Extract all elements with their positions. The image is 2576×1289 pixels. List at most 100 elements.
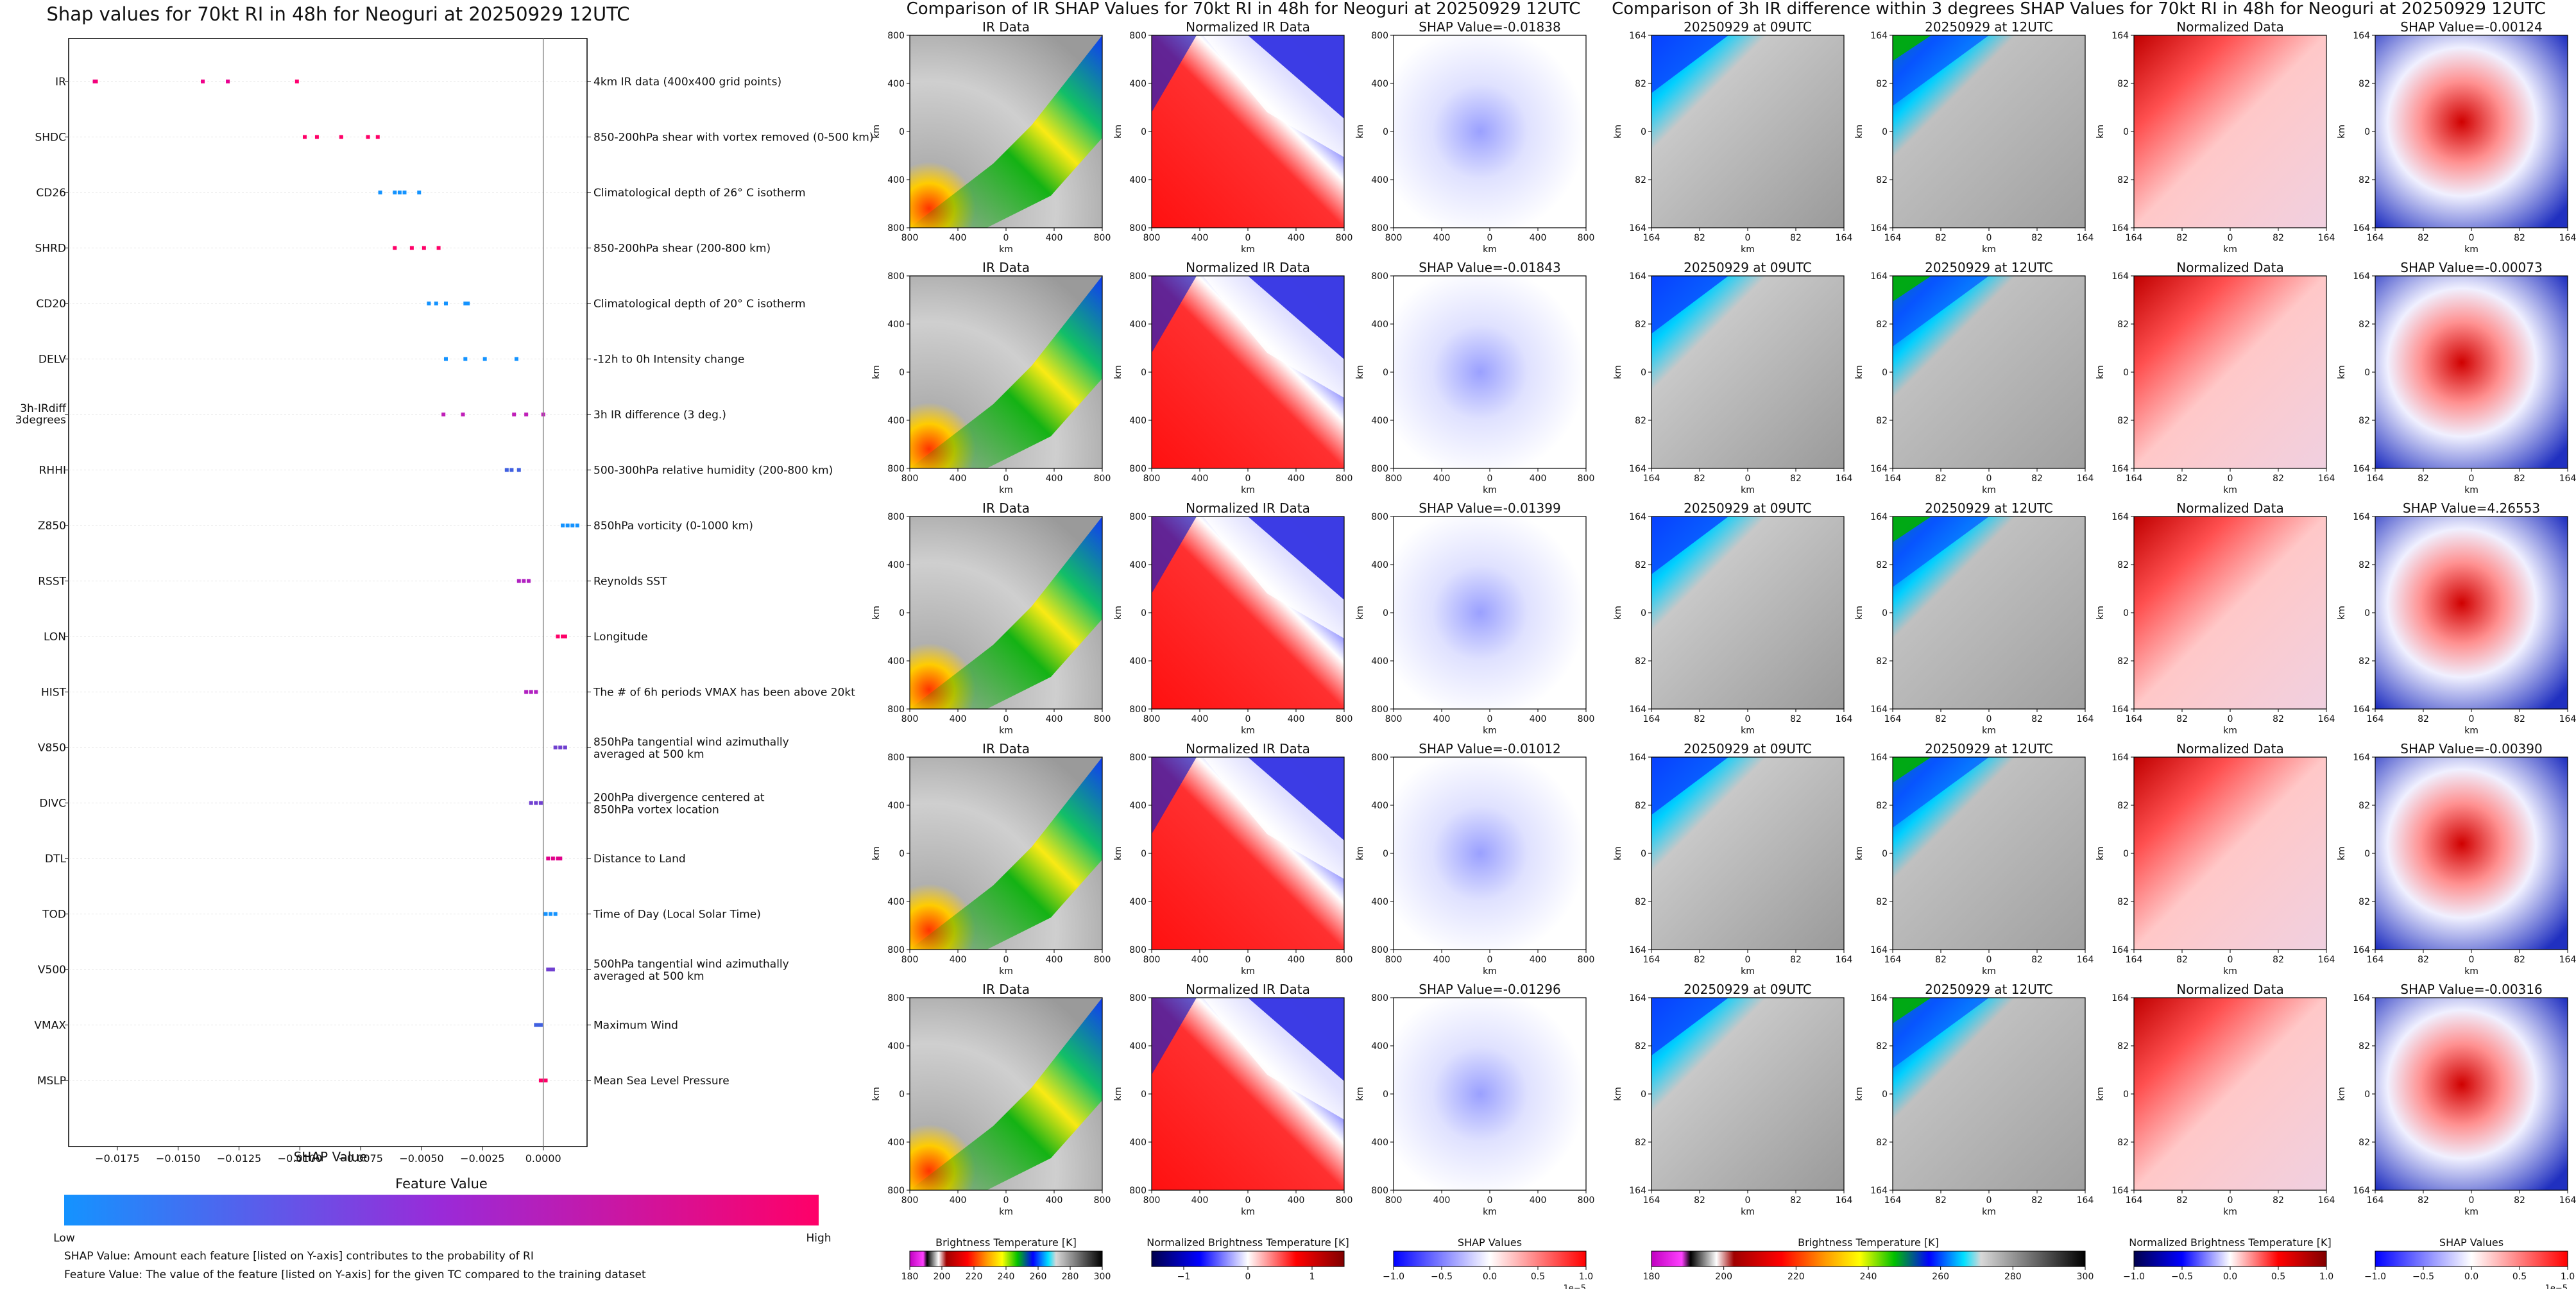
panel-x-tick-label: 164 [1836, 955, 1853, 965]
x-tick-label: −0.0150 [156, 1152, 200, 1165]
panel-x-tick-label: 400 [1046, 955, 1063, 965]
panel-y-tick-label: 800 [887, 271, 905, 282]
beeswarm-plot-area [68, 38, 588, 1147]
panel-y-tick-label: 0 [2123, 1089, 2129, 1100]
panel-x-tick-label: 82 [2418, 474, 2429, 484]
panel-x-tick-label: 800 [1578, 955, 1595, 965]
colorbar-tick-label: −0.5 [1431, 1272, 1453, 1282]
panel-y-tick-label: 400 [1371, 416, 1388, 426]
panel-title: Normalized IR Data [1186, 260, 1310, 275]
image-panel: Normalized IR Data8008004004000040040080… [1113, 19, 1352, 255]
panel-title: Normalized IR Data [1186, 19, 1310, 35]
feature-label: DTL [45, 853, 66, 866]
beeswarm-rows: IR 4km IR data (400x400 grid points) SHDC 8… [15, 76, 874, 1088]
panel-image [1394, 998, 1586, 1190]
colorbar-gradient [1651, 1251, 2086, 1267]
feature-description: 200hPa divergence centered at 850hPa vort… [593, 792, 765, 817]
feature-value-footnote: Feature Value: The value of the feature … [64, 1268, 646, 1281]
image-panel: Normalized IR Data8008004004000040040080… [1113, 982, 1352, 1217]
panel-y-tick-label: 164 [2111, 223, 2129, 234]
shap-point [339, 135, 343, 139]
panel-x-tick-label: 82 [2031, 1195, 2043, 1206]
cloud-band [910, 35, 1102, 228]
panel-y-axis-label: km [2337, 606, 2347, 620]
panel-y-tick-label: 400 [1371, 897, 1388, 907]
shap-point [409, 246, 414, 250]
colorbar-tick-label: 1.0 [2561, 1272, 2575, 1282]
image-panel: 20250929 at 12UTC1641648282008282164164k… [1854, 500, 2094, 736]
panel-y-tick-label: 0 [1641, 849, 1646, 859]
panel-y-axis-label: km [1113, 365, 1123, 379]
panel-y-tick-label: 400 [1129, 79, 1147, 89]
panel-x-axis-label: km [2464, 244, 2478, 255]
colorbar-gradient [2375, 1251, 2568, 1267]
panel-y-tick-label: 164 [1629, 1186, 1646, 1196]
colorbar-tick-label: −1 [1177, 1272, 1191, 1282]
colorbar-tick-label: 1.0 [1579, 1272, 1593, 1282]
panel-x-axis-label: km [1483, 1207, 1497, 1217]
shap-point [556, 857, 560, 860]
colorbar: Normalized Brightness Temperature [K] −1 0… [1147, 1236, 1349, 1282]
panel-title: Normalized Data [2176, 500, 2284, 516]
panel-image [2134, 516, 2326, 709]
panel-x-tick-label: 800 [1094, 474, 1111, 484]
panel-y-axis-label: km [871, 1087, 882, 1101]
x-tick-label: −0.0125 [217, 1152, 261, 1165]
panel-x-tick-label: 164 [2559, 955, 2576, 965]
panel-x-axis-label: km [2223, 244, 2237, 255]
panel-x-tick-label: 82 [1790, 474, 1802, 484]
panel-title: Normalized Data [2176, 260, 2284, 275]
panel-y-tick-label: 0 [1882, 1089, 1888, 1100]
panel-y-tick-label: 800 [887, 753, 905, 763]
shap-point [522, 579, 526, 583]
panel-y-tick-label: 800 [1371, 512, 1388, 522]
panel-y-axis-label: km [2095, 846, 2106, 860]
panel-x-tick-label: 800 [1094, 233, 1111, 243]
shap-point [534, 1023, 538, 1027]
panel-x-tick-label: 82 [1790, 714, 1802, 724]
panel-x-tick-label: 82 [1790, 955, 1802, 965]
shap-point [516, 579, 521, 583]
panel-x-axis-label: km [2464, 485, 2478, 495]
panel-image [2134, 276, 2326, 468]
panel-x-tick-label: 164 [2126, 955, 2143, 965]
panel-y-tick-label: 800 [887, 993, 905, 1003]
panel-x-axis-label: km [1982, 966, 1996, 977]
feature-description: 850-200hPa shear (200-800 km) [593, 243, 771, 255]
panel-y-axis-label: km [1113, 1087, 1123, 1101]
image-panel: 20250929 at 09UTC1641648282008282164164k… [1613, 741, 1852, 977]
panel-x-tick-label: 82 [1790, 233, 1802, 243]
panel-x-tick-label: 82 [2031, 233, 2043, 243]
panel-y-tick-label: 82 [2117, 1041, 2129, 1052]
panel-y-tick-label: 164 [2111, 993, 2129, 1003]
feature-description: Maximum Wind [593, 1020, 678, 1032]
panel-y-tick-label: 164 [1870, 223, 1888, 234]
panel-y-tick-label: 400 [1371, 1041, 1388, 1052]
panel-y-tick-label: 0 [1882, 849, 1888, 859]
panel-y-axis-label: km [1854, 846, 1864, 860]
panel-y-tick-label: 800 [1371, 753, 1388, 763]
feature-description: Time of Day (Local Solar Time) [593, 909, 761, 921]
colorbar-tick-label: 200 [934, 1272, 951, 1282]
panel-x-axis-label: km [1241, 1207, 1255, 1217]
irdiff-colorbars: Brightness Temperature [K] 180 200 220 240 26… [1643, 1236, 2575, 1289]
panel-y-tick-label: 400 [1129, 560, 1147, 570]
panel-x-tick-label: 164 [1643, 474, 1660, 484]
panel-y-tick-label: 0 [1141, 608, 1147, 619]
panel-y-axis-label: km [871, 124, 882, 139]
panel-x-axis-label: km [999, 244, 1013, 255]
panel-y-tick-label: 400 [887, 897, 905, 907]
panel-x-tick-label: 800 [901, 1195, 919, 1206]
shap-point [529, 801, 533, 805]
panel-x-axis-label: km [1982, 244, 1996, 255]
panel-y-axis-label: km [871, 606, 882, 620]
panel-x-tick-label: 0 [1003, 1195, 1009, 1206]
panel-y-tick-label: 164 [1870, 753, 1888, 763]
panel-y-tick-label: 82 [1635, 1041, 1646, 1052]
panel-x-tick-label: 82 [1790, 1195, 1802, 1206]
colorbar-exponent: 1e−5 [2545, 1284, 2568, 1289]
panel-image [2375, 516, 2568, 709]
panel-x-tick-label: 164 [2126, 474, 2143, 484]
coldest-cloud-region [1893, 516, 1931, 542]
